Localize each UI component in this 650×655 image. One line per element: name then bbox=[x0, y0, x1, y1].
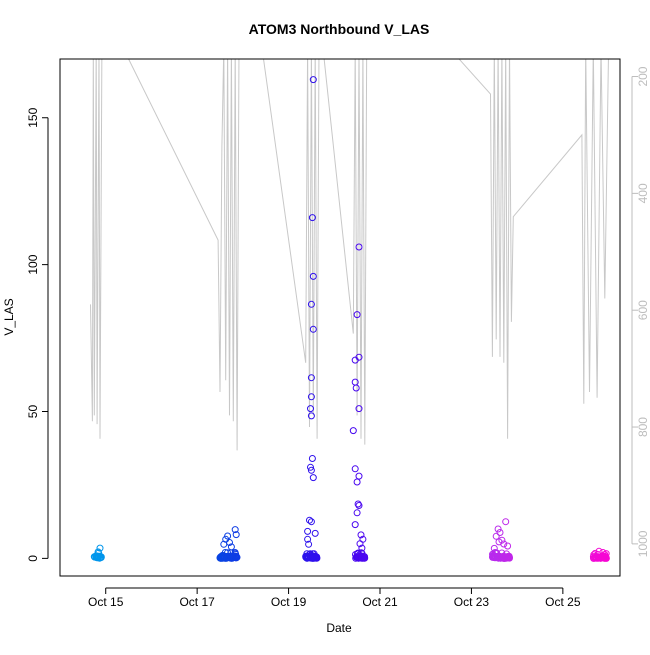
data-point bbox=[490, 553, 498, 561]
data-point bbox=[349, 427, 357, 435]
data-point bbox=[355, 472, 363, 480]
right-tick-label: 1000 bbox=[636, 530, 650, 557]
data-point bbox=[220, 540, 228, 548]
data-point bbox=[227, 543, 235, 551]
data-point bbox=[595, 547, 603, 555]
y-axis-label: V_LAS bbox=[2, 298, 16, 335]
right-tick-label: 600 bbox=[636, 300, 650, 320]
x-tick-label: Oct 23 bbox=[454, 595, 490, 609]
data-point bbox=[599, 549, 607, 556]
data-point bbox=[93, 553, 101, 561]
y-tick-label: 0 bbox=[26, 555, 40, 562]
data-point bbox=[355, 405, 363, 413]
data-point bbox=[352, 384, 360, 392]
x-tick-label: Oct 25 bbox=[545, 595, 581, 609]
data-point bbox=[232, 531, 240, 539]
data-point bbox=[353, 478, 361, 486]
data-point bbox=[230, 553, 238, 561]
data-point bbox=[307, 412, 315, 420]
data-point bbox=[227, 553, 235, 561]
data-point bbox=[500, 540, 508, 548]
scatter-point-layer bbox=[90, 76, 610, 562]
data-point bbox=[309, 325, 317, 333]
right-axis-series-line bbox=[90, 59, 609, 451]
data-point bbox=[357, 531, 365, 539]
x-tick-label: Oct 19 bbox=[271, 595, 307, 609]
data-point bbox=[309, 76, 317, 84]
data-point bbox=[352, 554, 360, 562]
data-point bbox=[353, 311, 361, 319]
data-point bbox=[307, 466, 315, 474]
data-point bbox=[353, 509, 361, 517]
data-point bbox=[357, 549, 365, 557]
data-point bbox=[502, 518, 510, 526]
data-point bbox=[601, 551, 609, 559]
data-point bbox=[351, 465, 359, 473]
data-point bbox=[505, 554, 512, 562]
data-point bbox=[304, 535, 312, 543]
x-tick-label: Oct 15 bbox=[88, 595, 124, 609]
data-point bbox=[231, 526, 239, 534]
data-point bbox=[94, 548, 102, 556]
data-point bbox=[356, 540, 364, 548]
data-point bbox=[355, 502, 363, 509]
data-point bbox=[590, 551, 598, 559]
data-point bbox=[496, 529, 504, 536]
data-point bbox=[500, 553, 508, 561]
x-axis-label: Date bbox=[326, 621, 352, 635]
data-point bbox=[307, 463, 314, 471]
data-point bbox=[225, 553, 232, 561]
data-point bbox=[354, 500, 362, 508]
data-point bbox=[309, 554, 317, 562]
chart-title: ATOM3 Northbound V_LAS bbox=[249, 21, 430, 37]
right-tick-label: 400 bbox=[636, 183, 650, 203]
right-tick-label: 800 bbox=[636, 417, 650, 437]
x-axis: Oct 15 Oct 17 Oct 19 Oct 21 Oct 23 Oct 25 bbox=[88, 587, 581, 609]
data-point bbox=[351, 521, 359, 529]
data-point bbox=[306, 554, 314, 562]
data-point bbox=[224, 549, 231, 557]
y-tick-label: 150 bbox=[26, 107, 40, 127]
x-tick-label: Oct 17 bbox=[179, 595, 215, 609]
data-point bbox=[307, 405, 314, 413]
data-point bbox=[92, 552, 100, 560]
data-point bbox=[490, 544, 498, 552]
right-axis-line-layer bbox=[90, 59, 609, 451]
data-point bbox=[309, 272, 317, 280]
data-point bbox=[307, 518, 315, 526]
data-point bbox=[302, 553, 310, 561]
data-point bbox=[96, 544, 104, 552]
data-point bbox=[591, 549, 599, 557]
data-point bbox=[358, 544, 366, 552]
right-tick-label: 200 bbox=[636, 66, 650, 86]
data-point bbox=[307, 374, 315, 382]
y-tick-label: 100 bbox=[26, 254, 40, 274]
data-point bbox=[307, 393, 315, 401]
data-point bbox=[492, 532, 500, 540]
data-point bbox=[504, 542, 512, 550]
data-point bbox=[308, 214, 316, 222]
plot-frame bbox=[59, 58, 621, 577]
data-point bbox=[313, 553, 321, 561]
data-point bbox=[309, 474, 317, 482]
data-point bbox=[307, 300, 315, 308]
data-point bbox=[491, 554, 499, 562]
data-point bbox=[351, 356, 359, 364]
data-point bbox=[355, 243, 363, 251]
x-tick-label: Oct 21 bbox=[362, 595, 398, 609]
data-point bbox=[305, 540, 313, 548]
y-axis: 0 50 100 150 bbox=[26, 107, 49, 562]
data-point bbox=[494, 525, 502, 533]
y-tick-label: 50 bbox=[26, 405, 40, 419]
data-point bbox=[306, 516, 313, 524]
data-point bbox=[308, 455, 316, 462]
data-point bbox=[311, 529, 319, 537]
data-point bbox=[222, 553, 230, 561]
right-y-axis: 200 400 600 800 1000 bbox=[631, 66, 650, 557]
data-point bbox=[304, 527, 312, 535]
data-point bbox=[231, 552, 239, 560]
